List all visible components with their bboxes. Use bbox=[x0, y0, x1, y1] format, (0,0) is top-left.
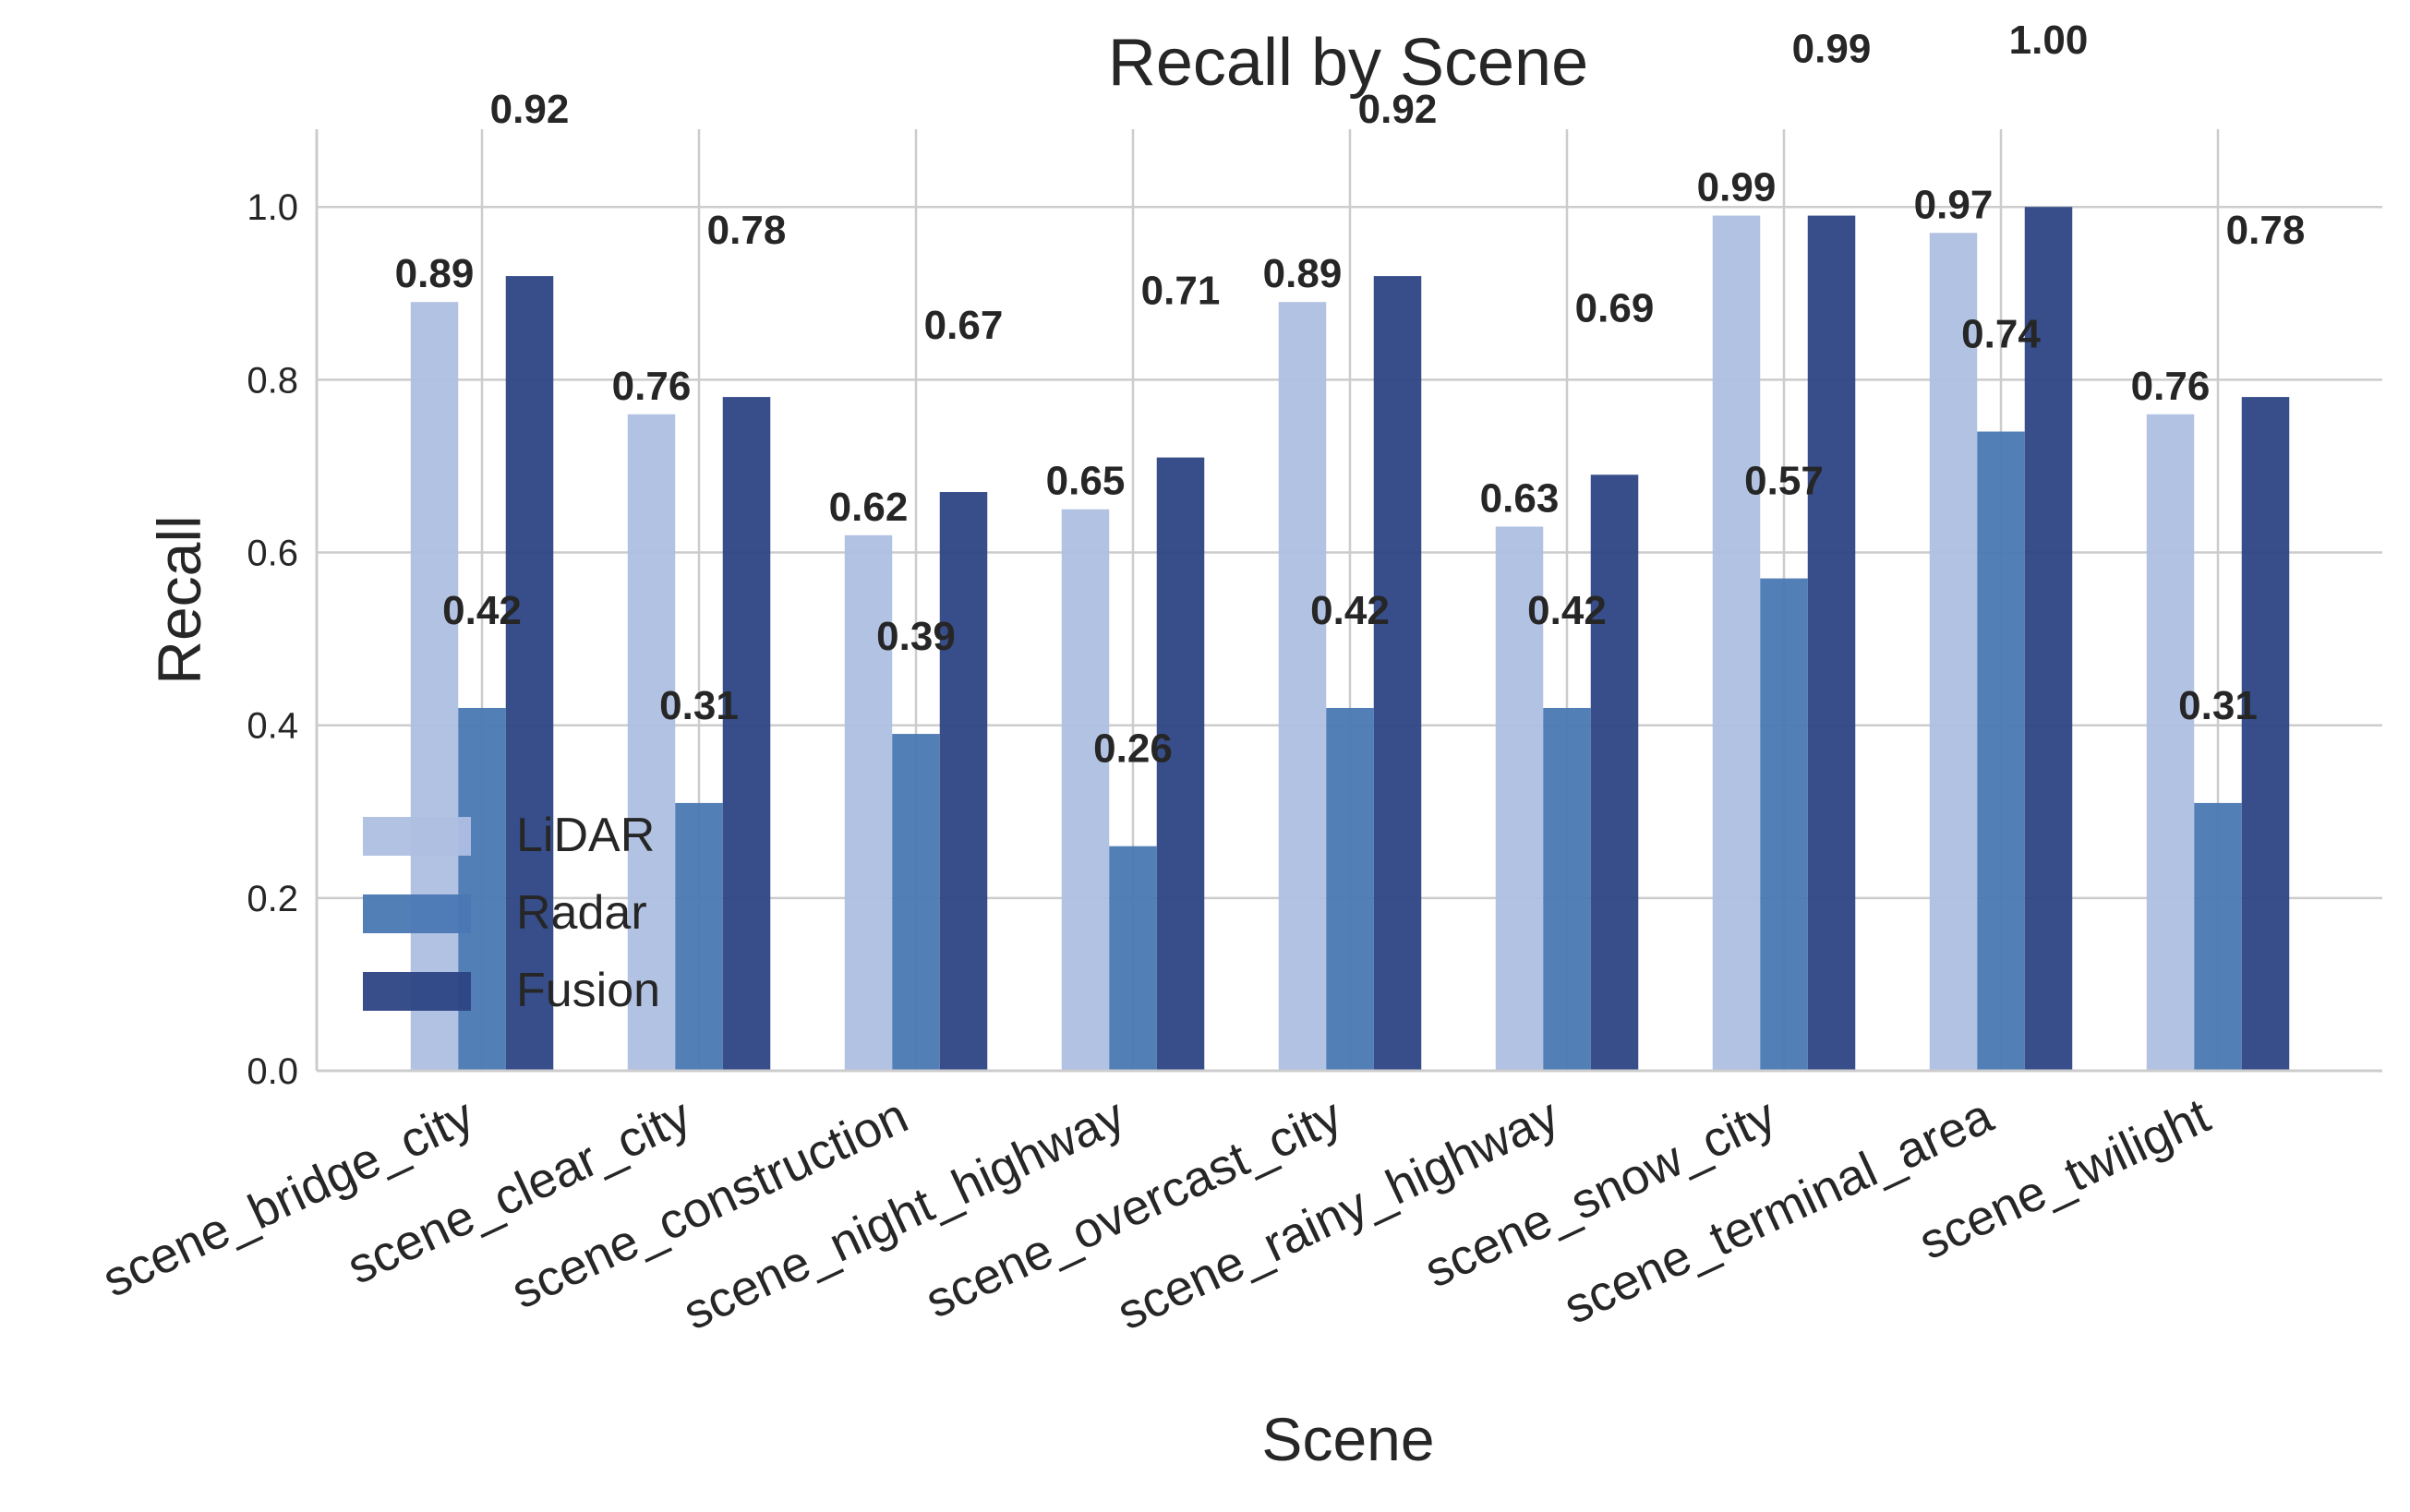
bar-lidar bbox=[1061, 509, 1110, 1071]
bar-radar bbox=[892, 734, 940, 1071]
bar-lidar bbox=[1278, 302, 1327, 1071]
data-labels: 0.89 0.76 0.62 0.65 0.89 0.63 0.99 0.97 0.76 0.42… bbox=[395, 18, 2306, 771]
bar-lidar bbox=[627, 414, 676, 1071]
data-label: 0.99 bbox=[1792, 27, 1872, 72]
data-label: 0.76 bbox=[2131, 364, 2211, 409]
legend: LiDAR Radar Fusion bbox=[363, 809, 660, 1017]
bar-radar bbox=[1977, 431, 2025, 1071]
data-label: 0.92 bbox=[490, 87, 570, 132]
bar-lidar bbox=[1929, 233, 1978, 1071]
bars bbox=[410, 207, 2290, 1072]
chart-title: Recall by Scene bbox=[1108, 26, 1588, 100]
bar-lidar bbox=[844, 534, 893, 1071]
y-tick-label: 0.8 bbox=[247, 360, 298, 401]
y-tick-label: 0.0 bbox=[247, 1051, 298, 1092]
data-label: 0.65 bbox=[1046, 459, 1126, 504]
x-tick-label: scene_bridge_city bbox=[94, 1087, 482, 1307]
legend-label-radar: Radar bbox=[516, 886, 647, 940]
y-tick-label: 1.0 bbox=[247, 187, 298, 228]
data-label: 0.31 bbox=[659, 683, 739, 728]
bar-fusion bbox=[1807, 215, 1856, 1071]
y-tick-label: 0.2 bbox=[247, 879, 298, 919]
bar-lidar bbox=[2146, 414, 2195, 1071]
data-label: 0.74 bbox=[1961, 312, 2041, 357]
data-label: 0.71 bbox=[1141, 269, 1221, 314]
data-label: 0.63 bbox=[1480, 475, 1560, 521]
data-label: 0.76 bbox=[612, 364, 692, 409]
bar-fusion bbox=[1156, 457, 1205, 1072]
bar-radar bbox=[458, 707, 506, 1071]
data-label: 0.92 bbox=[1358, 87, 1438, 132]
data-label: 0.78 bbox=[707, 208, 787, 253]
data-label: 0.62 bbox=[829, 485, 909, 530]
bar-fusion bbox=[2024, 207, 2073, 1071]
bar-lidar bbox=[410, 302, 459, 1071]
y-tick-label: 0.4 bbox=[247, 706, 298, 747]
y-tick-label: 0.6 bbox=[247, 534, 298, 574]
data-label: 0.39 bbox=[876, 614, 956, 659]
bar-fusion bbox=[505, 276, 554, 1071]
data-label: 1.00 bbox=[2009, 18, 2089, 63]
data-label: 0.57 bbox=[1744, 459, 1824, 504]
bar-radar bbox=[2194, 802, 2242, 1071]
legend-label-fusion: Fusion bbox=[516, 964, 660, 1017]
legend-label-lidar: LiDAR bbox=[516, 809, 655, 862]
bar-fusion bbox=[939, 492, 988, 1071]
bar-radar bbox=[675, 802, 723, 1071]
y-axis-title: Recall bbox=[145, 515, 213, 684]
data-label: 0.67 bbox=[924, 303, 1004, 348]
bar-fusion bbox=[722, 397, 771, 1071]
data-label: 0.69 bbox=[1575, 285, 1655, 330]
bar-radar bbox=[1543, 707, 1591, 1071]
bar-radar bbox=[1109, 846, 1157, 1071]
bar-radar bbox=[1326, 707, 1374, 1071]
bar-fusion bbox=[1373, 276, 1422, 1071]
data-label: 0.42 bbox=[442, 588, 522, 633]
legend-swatch-lidar bbox=[363, 817, 471, 856]
legend-swatch-radar bbox=[363, 894, 471, 933]
x-axis-title: Scene bbox=[1261, 1405, 1434, 1473]
bar-lidar bbox=[1495, 526, 1544, 1071]
bar-lidar bbox=[1712, 215, 1761, 1071]
data-label: 0.97 bbox=[1914, 182, 1994, 227]
bar-fusion bbox=[2241, 397, 2290, 1071]
bar-radar bbox=[1760, 578, 1808, 1071]
data-label: 0.42 bbox=[1310, 588, 1390, 633]
legend-swatch-fusion bbox=[363, 972, 471, 1011]
data-label: 0.89 bbox=[395, 251, 475, 296]
data-label: 0.42 bbox=[1527, 588, 1607, 633]
data-label: 0.99 bbox=[1697, 165, 1777, 210]
data-label: 0.31 bbox=[2178, 683, 2258, 728]
data-label: 0.89 bbox=[1263, 251, 1343, 296]
data-label: 0.78 bbox=[2226, 208, 2306, 253]
bar-fusion bbox=[1590, 474, 1639, 1071]
data-label: 0.26 bbox=[1093, 726, 1173, 772]
